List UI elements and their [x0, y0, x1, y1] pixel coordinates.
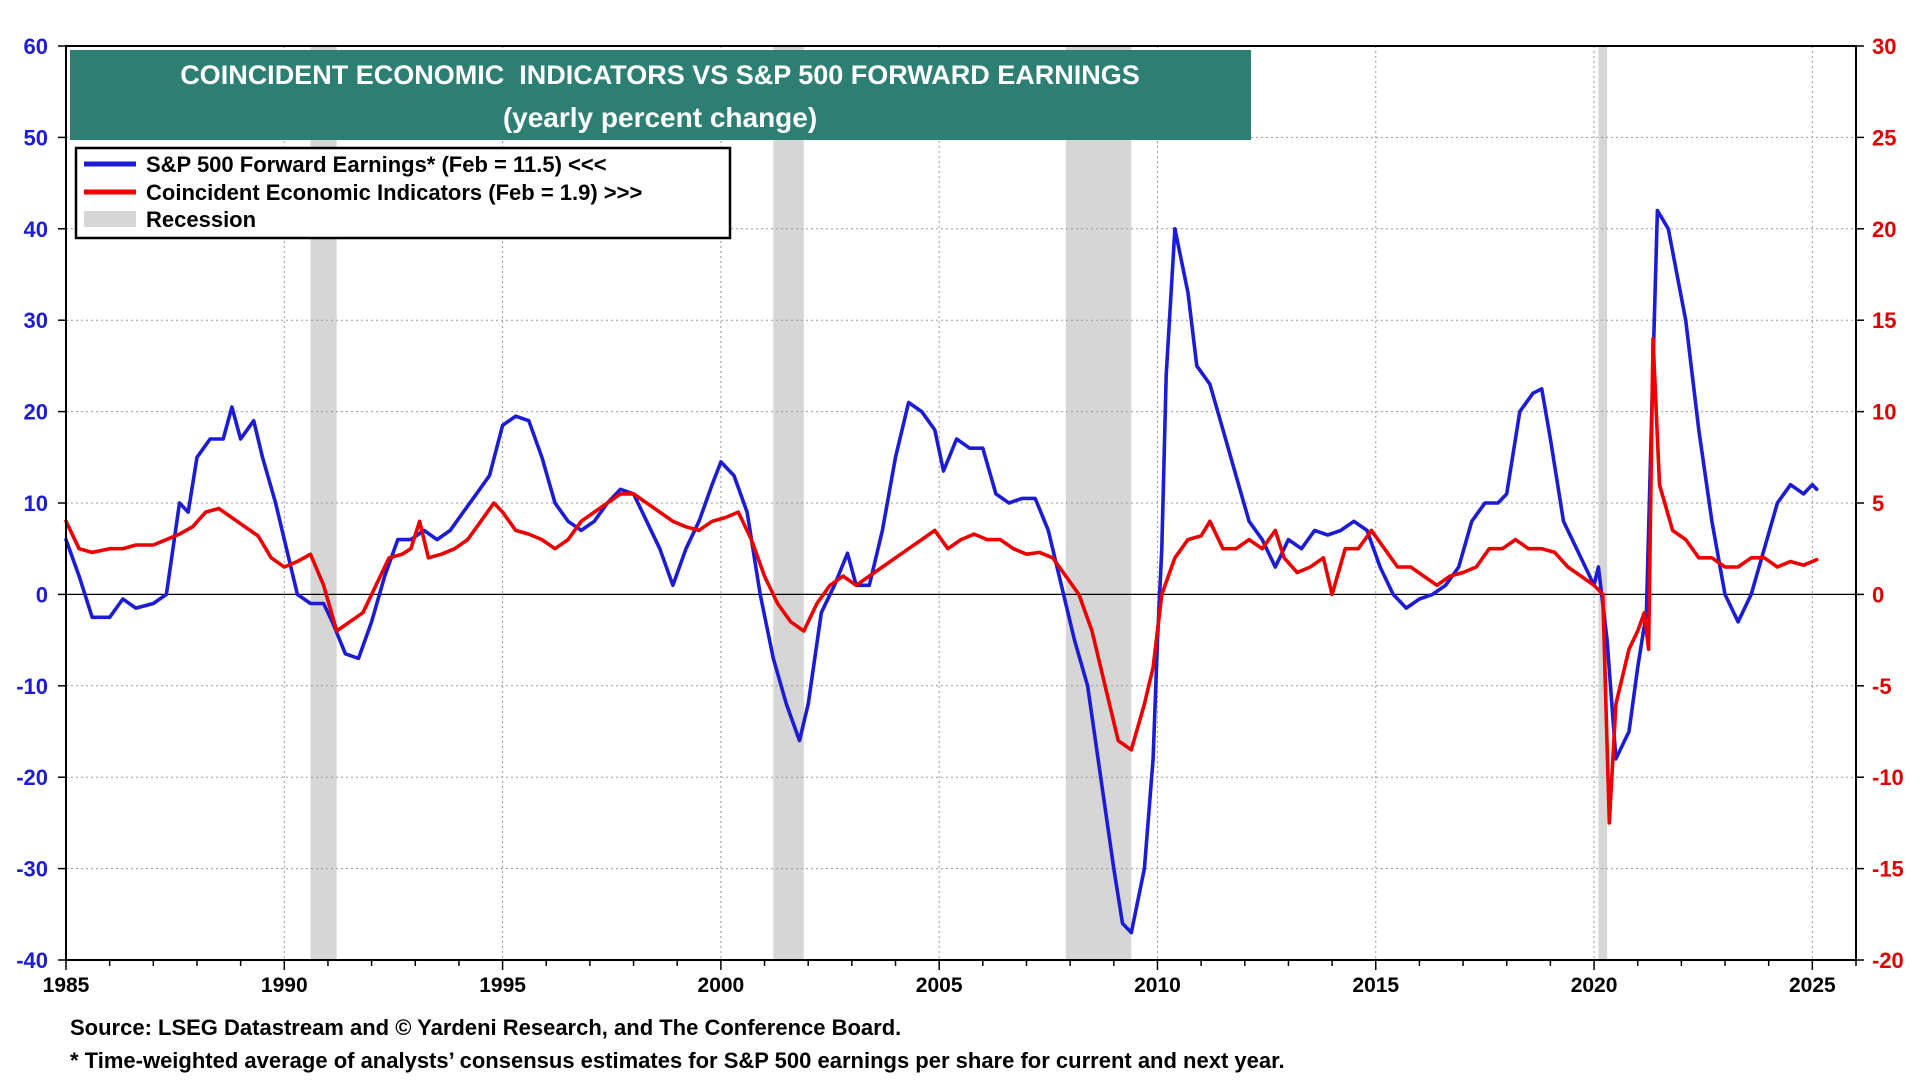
x-tick-label: 2000 [698, 974, 745, 997]
recession-band-1 [773, 46, 804, 960]
x-tick-label: 1990 [261, 974, 308, 997]
series-line-cei [64, 336, 1819, 825]
right-tick-label: 30 [1872, 34, 1896, 59]
x-tick-label: 1985 [43, 974, 90, 997]
right-tick-label: -5 [1872, 674, 1892, 699]
left-tick-label: 10 [24, 491, 48, 516]
x-tick-label: 2010 [1134, 974, 1181, 997]
right-tick-label: 20 [1872, 217, 1896, 242]
left-tick-label: 50 [24, 125, 48, 150]
grid-lines [66, 46, 1856, 960]
series-line-earnings [64, 208, 1819, 935]
left-tick-label: -30 [16, 857, 48, 882]
right-tick-label: -10 [1872, 765, 1904, 790]
x-tick-label: 2005 [916, 974, 963, 997]
right-tick-label: 10 [1872, 400, 1896, 425]
series-lines [64, 208, 1819, 935]
left-tick-label: -10 [16, 674, 48, 699]
left-tick-label: 40 [24, 217, 48, 242]
right-axis-ticks: 30 25 20 15 10 5 0 -5 -10 -15 -20 [1856, 34, 1904, 973]
footnote: * Time-weighted average of analysts’ con… [70, 1048, 1285, 1073]
legend-label-cei: Coincident Economic Indicators (Feb = 1.… [146, 180, 642, 205]
right-tick-label: -20 [1872, 948, 1904, 973]
x-tick-label: 2025 [1789, 974, 1836, 997]
left-axis-ticks: 60 50 40 30 20 10 0 -10 -20 -30 -40 [16, 34, 66, 973]
legend-label-earnings: S&P 500 Forward Earnings* (Feb = 11.5) <… [146, 152, 607, 177]
x-tick-marks [65, 960, 1857, 970]
chart-title: COINCIDENT ECONOMIC INDICATORS VS S&P 50… [180, 60, 1140, 90]
chart-subtitle: (yearly percent change) [503, 102, 817, 133]
left-tick-label: -20 [16, 765, 48, 790]
right-tick-label: 25 [1872, 125, 1896, 150]
legend-swatch-recession [84, 211, 136, 227]
title-background [70, 50, 1251, 140]
right-tick-label: 0 [1872, 582, 1884, 607]
left-tick-label: 0 [36, 582, 48, 607]
left-tick-label: 20 [24, 400, 48, 425]
legend-box [74, 146, 732, 240]
title-box: COINCIDENT ECONOMIC INDICATORS VS S&P 50… [70, 50, 1251, 140]
right-tick-label: 15 [1872, 308, 1896, 333]
x-tick-label: 1995 [479, 974, 526, 997]
right-tick-label: 5 [1872, 491, 1884, 516]
right-tick-label: -15 [1872, 857, 1904, 882]
x-tick-label: 2015 [1352, 974, 1399, 997]
left-tick-label: -40 [16, 948, 48, 973]
left-tick-label: 60 [24, 34, 48, 59]
source-note: Source: LSEG Datastream and © Yardeni Re… [70, 1015, 901, 1040]
legend-label-recession: Recession [146, 207, 256, 232]
x-tick-label: 2020 [1571, 974, 1618, 997]
x-axis-ticks: 1985 1990 1995 2000 2005 2010 2015 2020 2025 [43, 974, 1836, 997]
left-tick-label: 30 [24, 308, 48, 333]
legend: S&P 500 Forward Earnings* (Feb = 11.5) <… [74, 146, 732, 240]
